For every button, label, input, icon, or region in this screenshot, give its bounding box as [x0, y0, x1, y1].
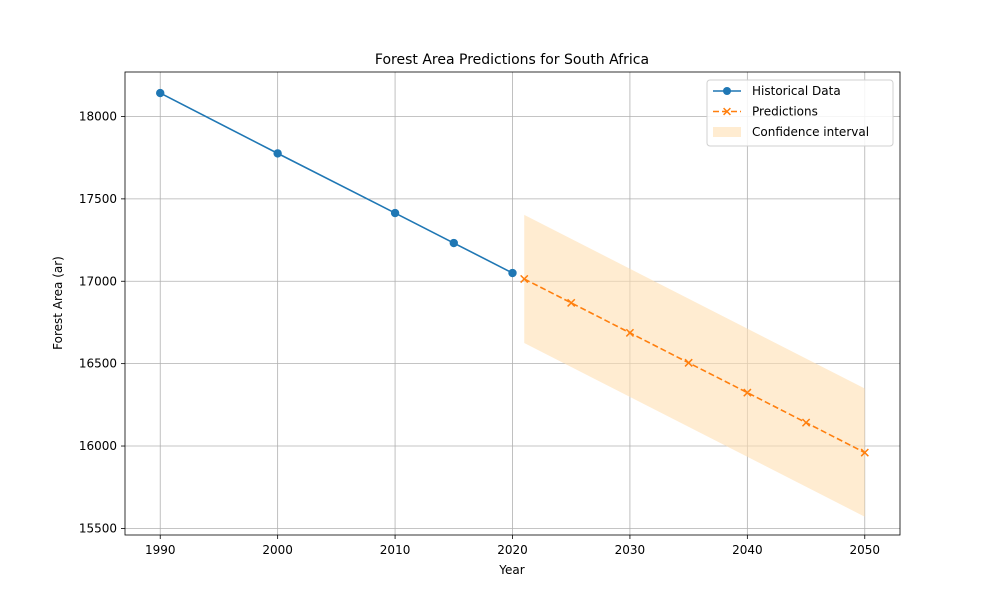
data-point — [156, 88, 165, 98]
legend-marker — [723, 107, 731, 116]
y-tick-label: 15500 — [79, 521, 117, 535]
data-point — [801, 418, 811, 427]
data-point — [273, 149, 282, 158]
data-point — [508, 268, 517, 278]
data-point — [449, 238, 458, 248]
y-tick-label: 17000 — [79, 274, 117, 288]
data-point — [567, 298, 576, 307]
legend-entry-label: Historical Data — [752, 84, 841, 98]
data-point — [684, 358, 693, 367]
y-tick-label: 18000 — [79, 109, 117, 123]
x-tick-label: 2040 — [732, 543, 763, 557]
data-point — [520, 274, 529, 284]
data-point — [625, 328, 635, 337]
x-tick-label: 1990 — [145, 543, 176, 557]
y-axis-label: Forest Area (ar) — [51, 256, 65, 350]
legend-band-swatch — [713, 127, 741, 137]
series-0 — [156, 88, 517, 278]
x-tick-label: 2020 — [497, 543, 528, 557]
legend-entry-label: Confidence interval — [752, 125, 869, 139]
data-point — [860, 448, 869, 457]
x-tick-label: 2000 — [262, 543, 293, 557]
legend-entry-label: Predictions — [752, 105, 818, 119]
legend: Historical Data Predictions Confidence int… — [706, 79, 894, 147]
legend-marker — [723, 87, 731, 95]
x-tick-label: 2030 — [615, 543, 646, 557]
x-axis-ticks: 1990 2000 2010 2020 2030 2040 2050 — [145, 535, 880, 557]
x-tick-label: 2050 — [849, 543, 880, 557]
data-point — [743, 388, 752, 397]
series-line — [159, 92, 513, 274]
x-tick-label: 2010 — [380, 543, 411, 557]
x-axis-label: Year — [498, 563, 524, 577]
y-tick-label: 16500 — [79, 357, 117, 371]
chart-title: Forest Area Predictions for South Africa — [375, 52, 649, 68]
y-tick-label: 17500 — [79, 192, 117, 206]
legend-frame — [706, 79, 894, 147]
data-point — [390, 208, 400, 218]
series-1 — [520, 274, 869, 457]
y-axis-ticks: 15500 16000 16500 17000 17500 18000 — [79, 109, 125, 535]
series-lines — [156, 88, 869, 457]
y-tick-label: 16000 — [79, 439, 117, 453]
